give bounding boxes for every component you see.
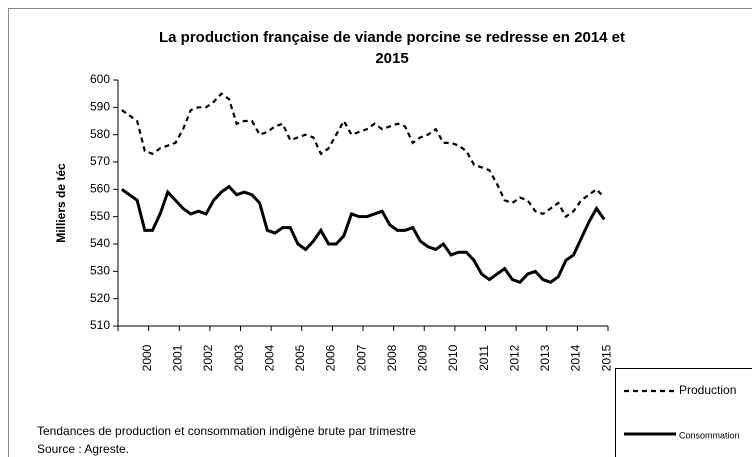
- x-tick-label: 2004: [262, 344, 276, 371]
- legend-label: Production: [679, 383, 736, 397]
- legend-box: [615, 368, 752, 457]
- x-tick-label: 2007: [354, 344, 368, 371]
- x-tick-label: 2010: [446, 344, 460, 371]
- x-tick-label: 2012: [507, 344, 521, 371]
- y-tick-label: 590: [90, 100, 110, 114]
- x-tick-label: 2009: [416, 344, 430, 371]
- y-tick-label: 510: [90, 318, 110, 332]
- legend-label: Consommation: [679, 430, 740, 440]
- x-tick-label: 2011: [477, 345, 491, 371]
- y-tick-label: 520: [90, 291, 110, 305]
- y-tick-label: 580: [90, 127, 110, 141]
- y-tick-label: 550: [90, 209, 110, 223]
- y-tick-label: 570: [90, 154, 110, 168]
- x-tick-label: 2008: [385, 344, 399, 371]
- note: Tendances de production et consommation …: [37, 424, 416, 438]
- x-tick-label: 2001: [171, 344, 185, 371]
- x-tick-label: 2002: [201, 344, 215, 371]
- y-tick-label: 540: [90, 236, 110, 250]
- series-line: [120, 184, 606, 285]
- x-tick-label: 2015: [599, 344, 613, 371]
- x-tick-label: 2003: [232, 344, 246, 371]
- chart-frame: [8, 8, 752, 457]
- x-tick-label: 2005: [293, 344, 307, 371]
- y-tick-label: 530: [90, 264, 110, 278]
- chart-title: 2015: [375, 50, 408, 67]
- x-tick-label: 2000: [140, 344, 154, 371]
- x-tick-label: 2013: [538, 344, 552, 371]
- y-tick-label: 600: [90, 72, 110, 86]
- note: Source : Agreste.: [37, 442, 129, 456]
- x-tick-label: 2014: [569, 344, 583, 371]
- series-line: [121, 92, 605, 219]
- y-tick-label: 560: [90, 182, 110, 196]
- x-tick-label: 2006: [324, 344, 338, 371]
- y-axis-label: Milliers de téc: [54, 163, 68, 243]
- chart-title: La production française de viande porcin…: [159, 29, 625, 46]
